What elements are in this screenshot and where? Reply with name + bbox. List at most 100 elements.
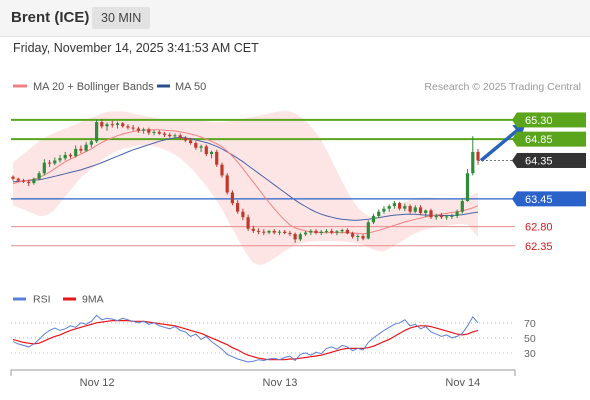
level-label-pointer xyxy=(512,112,517,128)
level-label-box xyxy=(517,152,586,168)
candle xyxy=(450,215,454,217)
candle xyxy=(204,146,208,155)
rsi-tick-30: 30 xyxy=(524,348,536,360)
candle xyxy=(272,230,276,233)
candle xyxy=(304,232,308,235)
candle xyxy=(21,180,25,182)
candle xyxy=(53,160,57,164)
candle xyxy=(16,178,20,181)
candle xyxy=(58,158,62,161)
candle xyxy=(241,211,245,218)
candle xyxy=(84,144,88,151)
candle xyxy=(95,122,99,142)
candle xyxy=(293,233,297,240)
candle xyxy=(157,131,161,134)
candle xyxy=(115,123,120,125)
timeframe-button[interactable]: 30 MIN xyxy=(92,7,151,29)
candle xyxy=(162,133,167,135)
candle xyxy=(361,236,365,239)
ma50-line xyxy=(12,136,479,221)
ma20-legend-label: MA 20 + Bollinger Bands xyxy=(33,81,154,93)
candle xyxy=(424,210,428,213)
candle xyxy=(471,151,475,174)
candle xyxy=(27,181,31,184)
x-axis-label: Nov 12 xyxy=(80,377,115,389)
trend-arrow-shaft xyxy=(479,127,521,162)
candle xyxy=(455,211,459,216)
candle xyxy=(220,164,224,176)
candle xyxy=(330,230,334,233)
level-label-pointer xyxy=(512,131,517,147)
candle xyxy=(189,140,193,143)
level-label-65.30: 65.30 xyxy=(525,115,553,127)
candle xyxy=(366,222,370,239)
candle xyxy=(110,124,114,126)
candle xyxy=(371,215,376,223)
level-label-62.80: 62.80 xyxy=(525,222,553,234)
timestamp: Friday, November 14, 2025 3:41:53 AM CET xyxy=(13,41,259,55)
candle xyxy=(288,233,292,234)
candle xyxy=(89,141,93,145)
candle xyxy=(246,217,250,229)
candle xyxy=(439,215,443,218)
candle xyxy=(465,173,470,201)
level-label-63.45: 63.45 xyxy=(525,194,553,206)
candle xyxy=(392,203,396,207)
level-label-pointer xyxy=(512,152,517,168)
rsi-tick-70: 70 xyxy=(524,318,536,330)
rsi-panel: 70 50 30 xyxy=(11,314,536,363)
candle xyxy=(131,127,135,129)
rsi-ma-legend-label: 9MA xyxy=(82,294,104,306)
candle xyxy=(136,128,140,131)
candle xyxy=(429,210,433,218)
rsi-ma-line xyxy=(12,320,479,361)
candle xyxy=(262,231,266,233)
candle xyxy=(173,135,177,137)
candle xyxy=(126,126,130,128)
candle xyxy=(418,207,423,213)
candle xyxy=(194,143,198,148)
ma50-legend-label: MA 50 xyxy=(175,81,206,93)
level-label-64.35: 64.35 xyxy=(525,155,553,167)
level-label-box xyxy=(517,112,586,128)
candle xyxy=(398,203,402,209)
candle xyxy=(100,122,104,127)
level-label-62.35: 62.35 xyxy=(525,241,553,253)
candle xyxy=(340,230,344,232)
bollinger-band xyxy=(13,110,478,265)
candle xyxy=(236,203,240,212)
level-label-64.85: 64.85 xyxy=(525,134,553,146)
price-panel: 65.30 64.85 64.35 63.45 62.80 62.35 xyxy=(11,110,586,265)
candle xyxy=(105,124,109,127)
credit-text: Research © 2025 Trading Central xyxy=(424,81,581,93)
candle xyxy=(199,146,203,148)
candle xyxy=(267,230,271,233)
candle xyxy=(11,176,15,179)
level-label-box xyxy=(517,191,586,207)
candle xyxy=(48,162,52,164)
candle xyxy=(121,123,125,127)
instrument-title: Brent (ICE) xyxy=(11,9,90,26)
candle xyxy=(79,148,83,151)
candle xyxy=(42,162,46,174)
candle xyxy=(298,234,302,240)
candle xyxy=(319,231,323,233)
candle xyxy=(476,151,480,161)
candle xyxy=(434,215,438,218)
chart-header: Brent (ICE) 30 MIN xyxy=(0,0,590,37)
candle xyxy=(37,173,41,179)
candle xyxy=(178,135,182,138)
rsi-legend-label: RSI xyxy=(33,294,51,306)
candle xyxy=(309,230,313,233)
rsi-line xyxy=(12,314,479,363)
candle xyxy=(168,134,172,137)
candle xyxy=(408,206,412,212)
level-label-box xyxy=(517,131,586,147)
candle xyxy=(277,231,281,233)
candle xyxy=(183,137,187,141)
candle xyxy=(230,192,234,204)
x-axis-label: Nov 13 xyxy=(263,377,298,389)
ma20-line xyxy=(12,129,479,235)
x-axis-label: Nov 14 xyxy=(445,377,480,389)
